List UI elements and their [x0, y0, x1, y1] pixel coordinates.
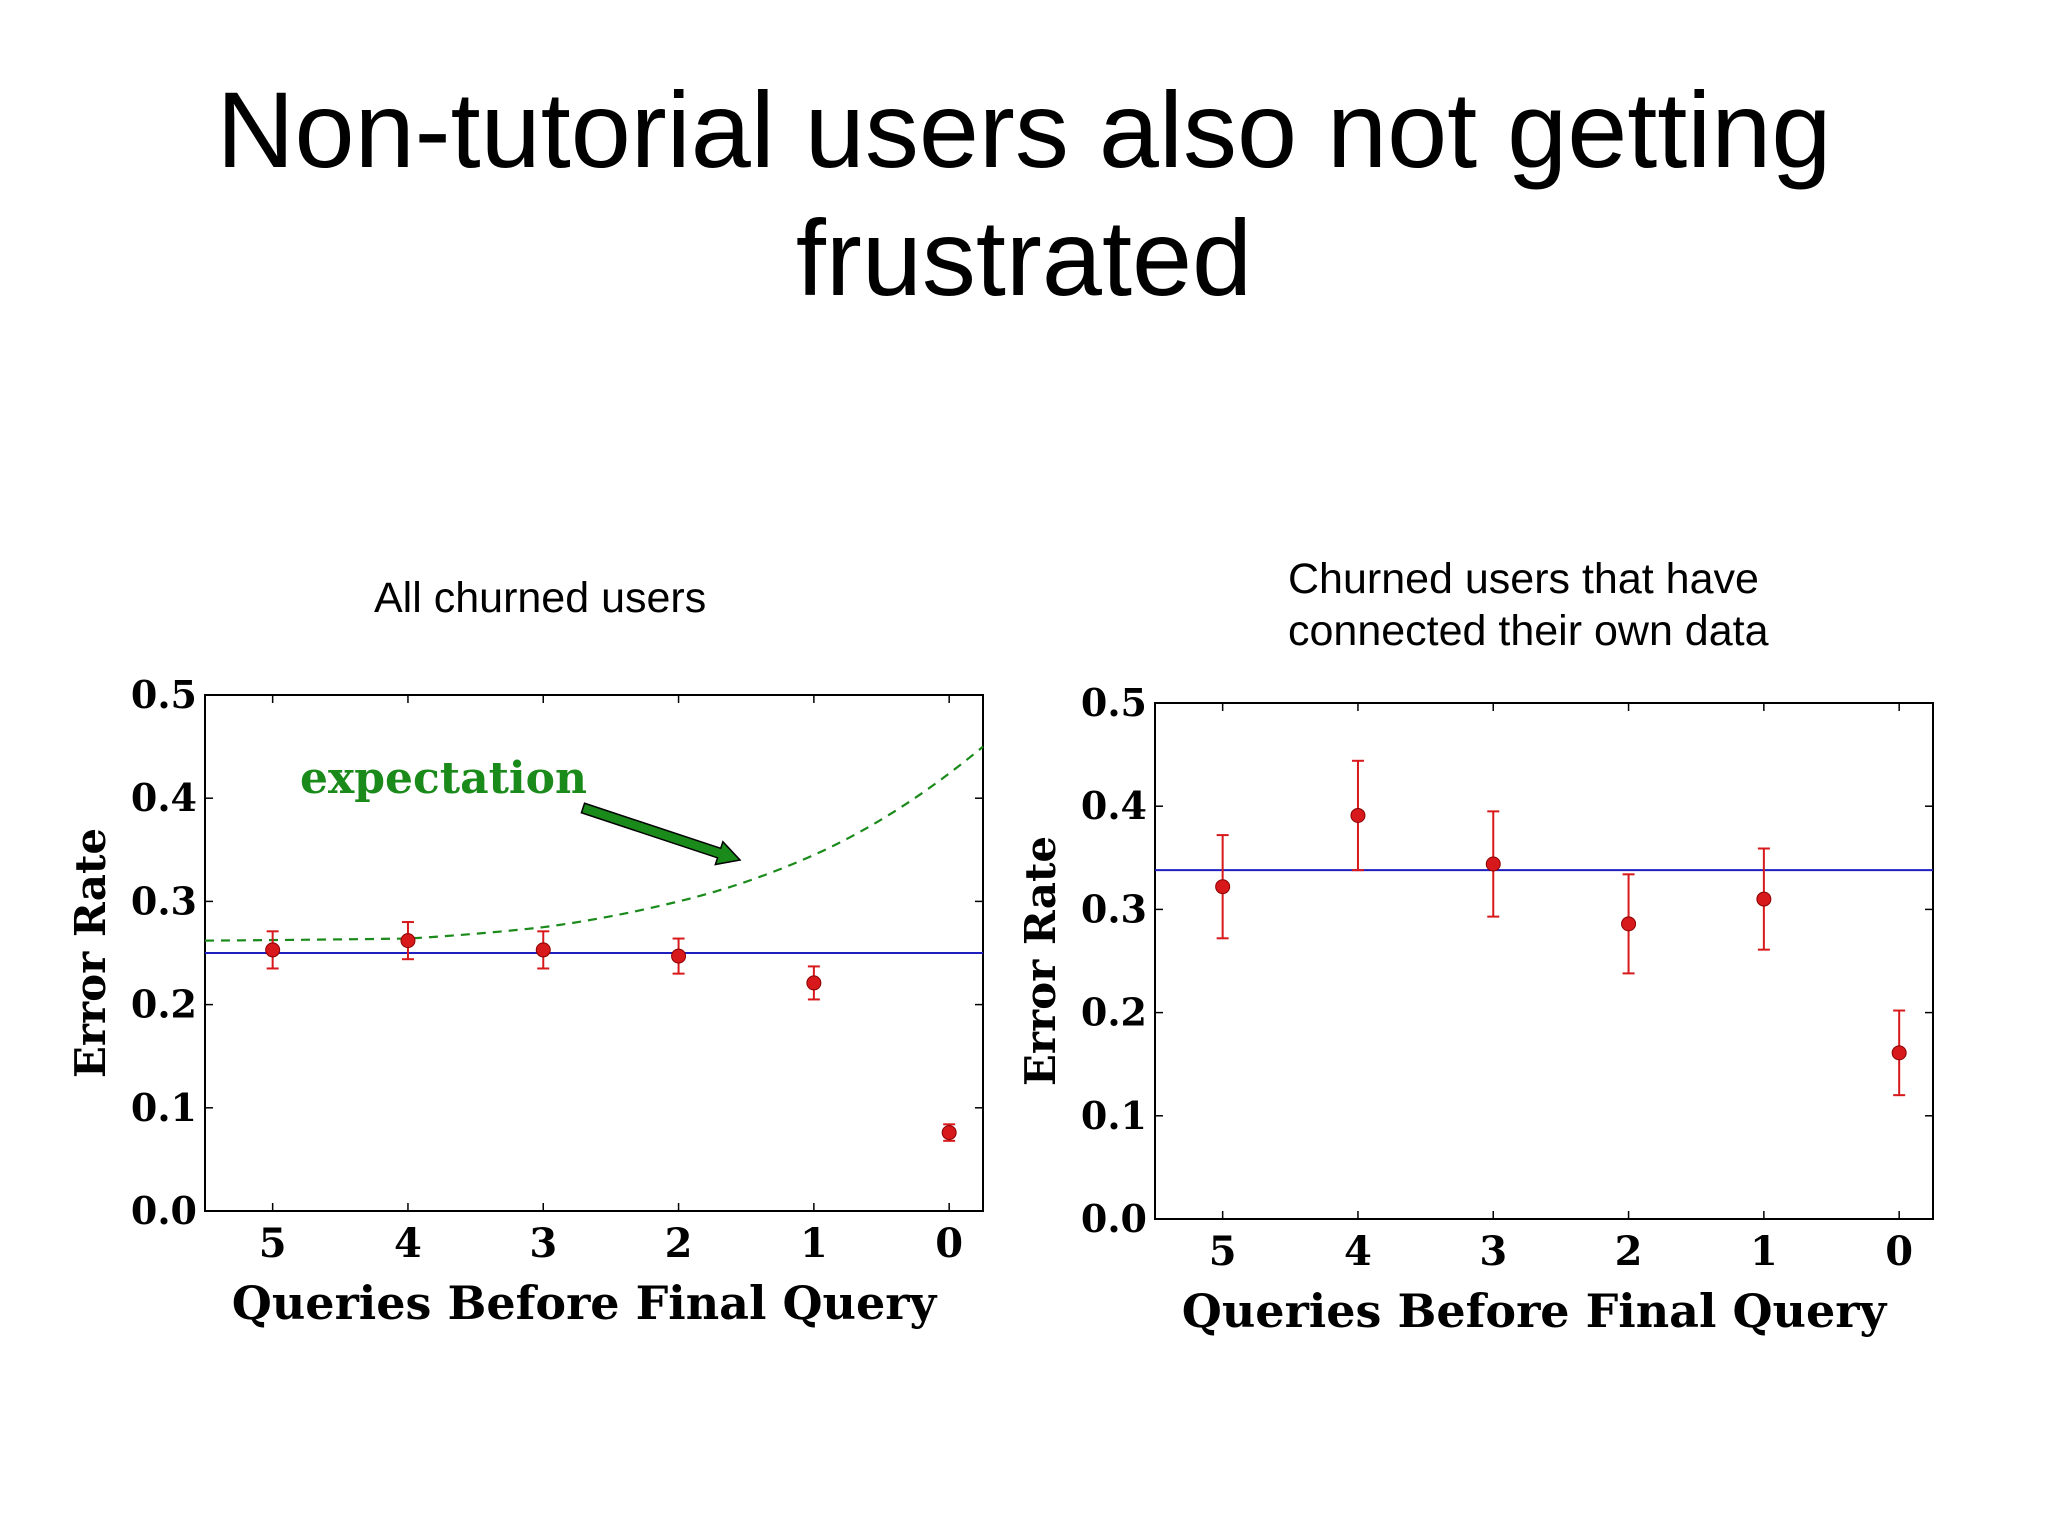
x-axis-label: Queries Before Final Query: [1182, 1284, 1888, 1338]
right-chart-subtitle: Churned users that have connected their …: [1288, 555, 1769, 655]
y-tick-label: 0.1: [131, 1085, 197, 1130]
data-point: [535, 930, 551, 970]
left-error-rate-chart: 0.0 0.1 0.2 0.3 0.4 0.5 5 4 3 2 1 0 Error Rate Querie…: [66, 672, 984, 1330]
y-tick-label: 0.0: [1081, 1196, 1147, 1241]
x-tick-label: 1: [1750, 1228, 1778, 1275]
data-point: [806, 965, 822, 1001]
data-marker: [671, 948, 687, 964]
x-tick-label: 4: [1344, 1228, 1372, 1275]
data-point: [1756, 847, 1772, 951]
data-point: [1891, 1009, 1907, 1097]
x-tick-label: 3: [529, 1220, 557, 1267]
expectation-arrow: [580, 802, 742, 866]
x-tick-label: 0: [935, 1220, 963, 1267]
y-axis-label: Error Rate: [1016, 836, 1065, 1086]
data-point: [671, 937, 687, 975]
x-tick-label: 3: [1479, 1228, 1507, 1275]
data-marker: [806, 975, 822, 991]
data-marker: [400, 933, 416, 949]
data-marker: [1621, 916, 1637, 932]
x-tick-label: 1: [800, 1220, 828, 1267]
x-tick-label: 5: [1209, 1228, 1237, 1275]
data-point: [1215, 834, 1231, 940]
data-point: [1621, 873, 1637, 975]
y-tick-label: 0.3: [1081, 886, 1147, 931]
data-point: [265, 930, 281, 970]
y-tick-label: 0.1: [1081, 1093, 1147, 1138]
plot-frame: [1154, 702, 1934, 1220]
arrow-shape: [580, 802, 742, 866]
slide-title: Non-tutorial users also not getting frus…: [216, 69, 1832, 318]
y-tick-label: 0.5: [131, 672, 197, 717]
data-point: [400, 921, 416, 961]
data-marker: [265, 942, 281, 958]
data-marker: [1891, 1045, 1907, 1061]
x-tick-label: 5: [259, 1220, 287, 1267]
y-tick-label: 0.4: [1081, 783, 1147, 828]
y-tick-label: 0.0: [131, 1188, 197, 1233]
data-marker: [941, 1125, 957, 1141]
y-tick-label: 0.5: [1081, 680, 1147, 725]
data-marker: [1756, 891, 1772, 907]
right-error-rate-chart: 0.0 0.1 0.2 0.3 0.4 0.5 5 4 3 2 1 0 Error Rate Querie…: [1016, 680, 1934, 1338]
data-marker: [1215, 879, 1231, 895]
data-marker: [535, 942, 551, 958]
y-tick-label: 0.3: [131, 878, 197, 923]
x-tick-label: 0: [1885, 1228, 1913, 1275]
x-axis-label: Queries Before Final Query: [232, 1276, 938, 1330]
expectation-curve: [204, 745, 984, 942]
data-point: [1485, 810, 1501, 918]
left-chart-subtitle: All churned users: [374, 574, 707, 622]
x-tick-label: 4: [394, 1220, 422, 1267]
y-tick-label: 0.2: [1081, 990, 1147, 1035]
y-tick-label: 0.4: [131, 775, 197, 820]
data-marker: [1350, 807, 1366, 823]
x-tick-label: 2: [1615, 1228, 1643, 1275]
x-tick-label: 2: [665, 1220, 693, 1267]
expectation-label: expectation: [300, 753, 587, 804]
y-axis-label: Error Rate: [66, 828, 115, 1078]
y-tick-label: 0.2: [131, 982, 197, 1027]
data-marker: [1485, 856, 1501, 872]
data-point: [941, 1123, 957, 1142]
data-point: [1350, 759, 1366, 872]
